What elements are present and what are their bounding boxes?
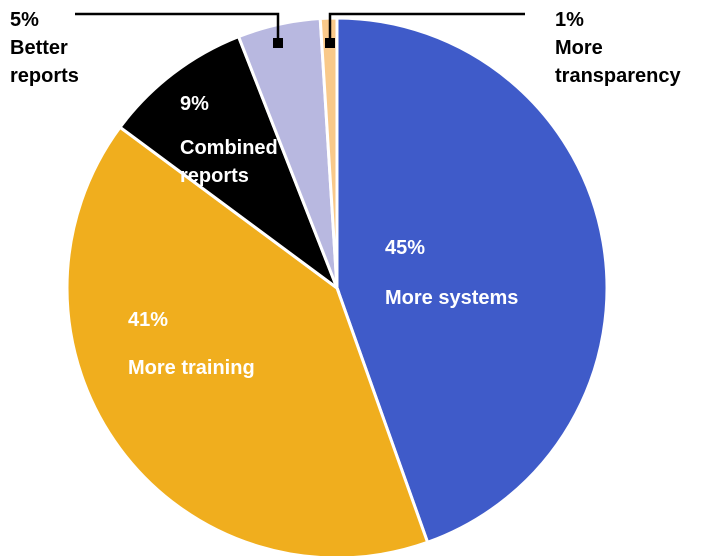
pie-slice [65,125,430,556]
slice-label: More transparency [555,37,681,87]
pie-slice [117,34,341,293]
value-label: 45% [385,237,426,259]
leader-marker [325,38,335,48]
leader-line [75,12,280,43]
pie-slice [335,16,609,545]
leader-line [328,12,525,43]
slice-label: Better reports [10,37,79,87]
pie-slice [318,16,339,289]
leader-marker [273,38,283,48]
value-label: 5% [10,9,39,31]
value-label: 9% [180,93,209,115]
slice-label: More training [128,357,255,379]
value-label: 41% [128,309,169,331]
value-label: 1% [555,9,584,31]
slice-label: Combined reports [180,137,278,187]
slice-label: More systems [385,287,519,309]
